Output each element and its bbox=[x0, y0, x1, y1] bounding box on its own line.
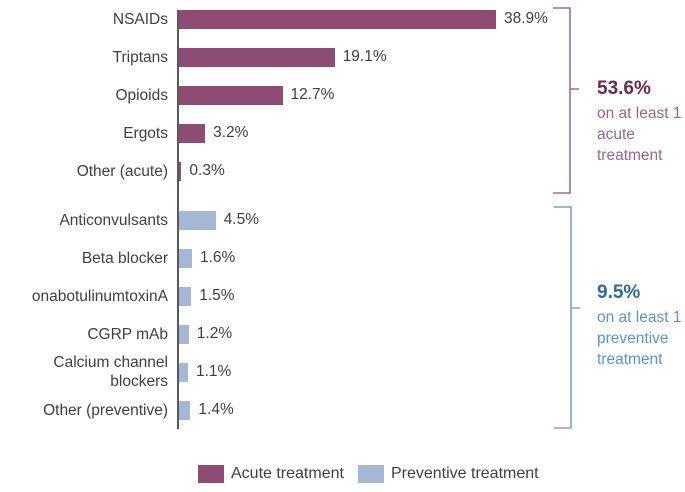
bar-value-label: 1.2% bbox=[196, 325, 233, 342]
bar-row: Opioids 12.7% bbox=[0, 76, 560, 114]
category-label: CGRP mAb bbox=[87, 325, 168, 343]
preventive-annotation-line: preventive bbox=[597, 330, 669, 347]
bar-row: CGRP mAb 1.2% bbox=[0, 315, 560, 353]
acute-annotation-line: on at least 1 bbox=[597, 105, 682, 122]
preventive-annotation-value: 9.5% bbox=[597, 282, 641, 303]
bar-area: 1.6% bbox=[179, 239, 235, 277]
group-spacer bbox=[0, 190, 560, 201]
bar bbox=[179, 400, 191, 420]
bar-value-label: 1.6% bbox=[200, 249, 236, 266]
bar bbox=[179, 286, 192, 306]
acute-bracket bbox=[553, 7, 579, 194]
category-label: Calcium channel blockers bbox=[53, 354, 168, 390]
bar-row: Calcium channel blockers 1.1% bbox=[0, 353, 560, 391]
category-label: Beta blocker bbox=[81, 249, 168, 267]
bar bbox=[179, 9, 496, 29]
category-label: NSAIDs bbox=[112, 10, 168, 28]
bar-value-label: 3.2% bbox=[213, 124, 249, 141]
bar-row: Other (preventive) 1.4% bbox=[0, 391, 560, 429]
bar bbox=[179, 47, 335, 67]
bar-area: 38.9% bbox=[179, 0, 548, 38]
legend-swatch bbox=[198, 465, 224, 483]
bar-area: 1.4% bbox=[179, 391, 234, 429]
bar bbox=[179, 362, 188, 382]
legend-item: Preventive treatment bbox=[357, 465, 539, 483]
bar bbox=[179, 161, 182, 181]
bar-row: Other (acute) 0.3% bbox=[0, 152, 560, 190]
category-label: onabotulinumtoxinA bbox=[31, 287, 168, 305]
bar-row: Anticonvulsants 4.5% bbox=[0, 201, 560, 239]
bar-value-label: 1.5% bbox=[199, 287, 235, 304]
preventive-bracket bbox=[554, 206, 580, 429]
bar-value-label: 1.4% bbox=[198, 401, 234, 418]
preventive-bracket-path bbox=[554, 206, 580, 429]
bar bbox=[179, 324, 189, 344]
acute-annotation-line: treatment bbox=[597, 147, 663, 164]
acute-annotation-text: on at least 1 acute treatment bbox=[597, 103, 685, 166]
bar-value-label: 12.7% bbox=[290, 86, 335, 103]
category-label: Opioids bbox=[115, 86, 168, 104]
bar-row: Ergots 3.2% bbox=[0, 114, 560, 152]
bar-row: NSAIDs 38.9% bbox=[0, 0, 560, 38]
category-axis-line bbox=[177, 10, 179, 429]
preventive-annotation-line: treatment bbox=[597, 351, 663, 368]
acute-annotation-line: acute bbox=[597, 126, 635, 143]
bar-area: 3.2% bbox=[179, 114, 248, 152]
legend-label: Acute treatment bbox=[231, 465, 344, 482]
bar bbox=[179, 248, 192, 268]
bar-value-label: 1.1% bbox=[196, 363, 232, 380]
bar-value-label: 0.3% bbox=[189, 162, 225, 179]
acute-annotation: 53.6% on at least 1 acute treatment bbox=[597, 78, 685, 166]
legend-item: Acute treatment bbox=[198, 465, 344, 483]
legend-swatch bbox=[357, 465, 384, 483]
bar-row: onabotulinumtoxinA 1.5% bbox=[0, 277, 560, 315]
bar-area: 1.2% bbox=[179, 315, 232, 353]
bar-area: 19.1% bbox=[179, 38, 387, 76]
bar-area: 12.7% bbox=[179, 76, 334, 114]
bar-value-label: 4.5% bbox=[223, 211, 260, 228]
bar-area: 1.1% bbox=[179, 353, 231, 391]
bar-area: 1.5% bbox=[179, 277, 235, 315]
acute-annotation-value: 53.6% bbox=[597, 78, 651, 99]
preventive-annotation-text: on at least 1 preventive treatment bbox=[597, 307, 685, 370]
acute-bracket-path bbox=[553, 7, 579, 194]
bar-row: Beta blocker 1.6% bbox=[0, 239, 560, 277]
plot-area: NSAIDs 38.9% Triptans 19.1% Opioids 12.7… bbox=[0, 0, 560, 429]
bar-area: 4.5% bbox=[179, 201, 259, 239]
bar-area: 0.3% bbox=[179, 152, 225, 190]
legend: Acute treatment Preventive treatment bbox=[198, 465, 539, 483]
bar-value-label: 19.1% bbox=[342, 48, 387, 65]
bar bbox=[179, 85, 283, 105]
preventive-annotation-line: on at least 1 bbox=[597, 309, 682, 326]
legend-label: Preventive treatment bbox=[390, 465, 539, 482]
bar-value-label: 38.9% bbox=[504, 10, 548, 27]
bar bbox=[179, 210, 216, 230]
bar-row: Triptans 19.1% bbox=[0, 38, 560, 76]
category-label: Other (preventive) bbox=[43, 401, 168, 419]
preventive-annotation: 9.5% on at least 1 preventive treatment bbox=[597, 282, 685, 370]
category-label: Ergots bbox=[123, 124, 168, 142]
category-label: Other (acute) bbox=[76, 162, 168, 180]
category-label: Triptans bbox=[112, 48, 168, 66]
bar bbox=[179, 123, 206, 143]
category-label: Anticonvulsants bbox=[59, 211, 168, 229]
